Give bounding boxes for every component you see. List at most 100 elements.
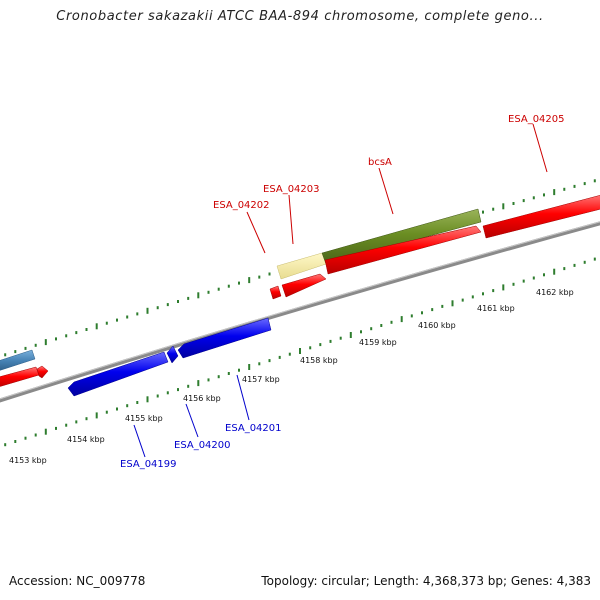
minor-tick [85, 328, 88, 331]
minor-tick [116, 407, 118, 411]
minor-tick [187, 384, 190, 388]
minor-tick [75, 420, 78, 424]
major-tick [248, 364, 251, 370]
minor-tick [268, 272, 271, 276]
major-tick [95, 412, 98, 419]
minor-tick [532, 196, 535, 200]
minor-tick [563, 187, 566, 191]
gene-steelblue-left [0, 349, 36, 371]
label-esa04201: ESA_04201 [225, 423, 282, 434]
minor-tick [166, 391, 169, 395]
reverse-genes [67, 317, 272, 397]
tick-label: 4156 kbp [183, 394, 221, 403]
gene-esa-red-left [0, 366, 40, 387]
lower-tick-strip [4, 257, 596, 447]
major-tick [248, 277, 251, 284]
minor-tick [563, 267, 566, 271]
minor-tick [24, 346, 27, 350]
tick-label: 4159 kbp [359, 338, 397, 347]
major-tick [44, 428, 47, 435]
minor-tick [421, 311, 423, 315]
major-tick [197, 380, 200, 387]
minor-tick [319, 343, 322, 347]
minor-tick [4, 443, 7, 447]
minor-tick [207, 378, 210, 382]
minor-tick [238, 368, 240, 372]
minor-tick [217, 375, 220, 379]
gene-bcsa [324, 225, 482, 275]
kbp-tick-labels: 4153 kbp 4154 kbp 4155 kbp 4156 kbp 4157… [9, 288, 574, 465]
minor-tick [65, 334, 68, 338]
major-tick [553, 268, 556, 275]
minor-tick [461, 298, 464, 302]
minor-tick [55, 426, 57, 430]
leader-esa04201 [236, 374, 250, 421]
accession-label: Accession: NC_009778 [9, 574, 146, 588]
minor-tick [105, 410, 108, 414]
gene-esa04200 [166, 345, 179, 364]
chromosome-backbone [0, 221, 600, 403]
gene-esa04199 [67, 351, 169, 397]
forward-genes [0, 195, 600, 387]
gene-esa04203 [281, 273, 327, 298]
gene-esa-red-left-small [36, 365, 49, 379]
minor-tick [573, 263, 576, 267]
minor-tick [583, 260, 586, 264]
minor-tick [268, 359, 271, 363]
tick-label: 4154 kbp [67, 435, 105, 444]
minor-tick [583, 182, 586, 186]
gene-bcsa-operon [321, 208, 482, 265]
major-tick [299, 348, 301, 354]
forward-gene-labels: ESA_04205 bcsA ESA_04203 ESA_04202 [213, 114, 565, 254]
gene-esa04205 [482, 195, 600, 239]
minor-tick [288, 352, 291, 356]
label-esa04199: ESA_04199 [120, 459, 177, 470]
leader-esa04200 [185, 403, 199, 438]
tick-label: 4158 kbp [300, 356, 338, 365]
minor-tick [65, 423, 68, 427]
label-esa04200: ESA_04200 [174, 440, 231, 451]
major-tick [349, 332, 352, 338]
minor-tick [166, 303, 169, 307]
major-tick [553, 189, 556, 196]
minor-tick [593, 179, 596, 183]
minor-tick [177, 300, 179, 303]
minor-tick [339, 336, 342, 340]
minor-tick [370, 327, 373, 331]
tick-label: 4160 kbp [418, 321, 456, 330]
minor-tick [217, 287, 220, 291]
leader-esa04202 [246, 211, 266, 254]
minor-tick [492, 289, 495, 293]
major-tick [502, 284, 505, 291]
minor-tick [258, 275, 261, 279]
label-bcsa: bcsA [368, 157, 392, 168]
tick-label: 4157 kbp [242, 375, 280, 384]
minor-tick [55, 337, 57, 341]
major-tick [197, 292, 200, 299]
minor-tick [512, 282, 515, 286]
tick-label: 4162 kbp [536, 288, 574, 297]
minor-tick [441, 304, 444, 308]
tick-label: 4161 kbp [477, 304, 515, 313]
minor-tick [14, 440, 17, 443]
major-tick [146, 307, 149, 314]
leader-bcsa [378, 167, 394, 215]
minor-tick [126, 404, 129, 408]
leader-esa04199 [133, 424, 146, 458]
minor-tick [522, 199, 525, 203]
gene-esa04201 [177, 317, 272, 359]
minor-tick [471, 295, 474, 299]
tick-label: 4153 kbp [9, 456, 47, 465]
minor-tick [278, 355, 281, 359]
label-esa04202: ESA_04202 [213, 200, 270, 211]
minor-tick [156, 306, 159, 310]
minor-tick [410, 314, 413, 318]
minor-tick [227, 284, 230, 288]
minor-tick [309, 346, 312, 350]
major-tick [502, 203, 505, 210]
map-title: Cronobacter sakazakii ATCC BAA-894 chrom… [56, 9, 544, 24]
major-tick [146, 396, 149, 403]
minor-tick [34, 343, 37, 347]
leader-esa04205 [532, 123, 548, 173]
